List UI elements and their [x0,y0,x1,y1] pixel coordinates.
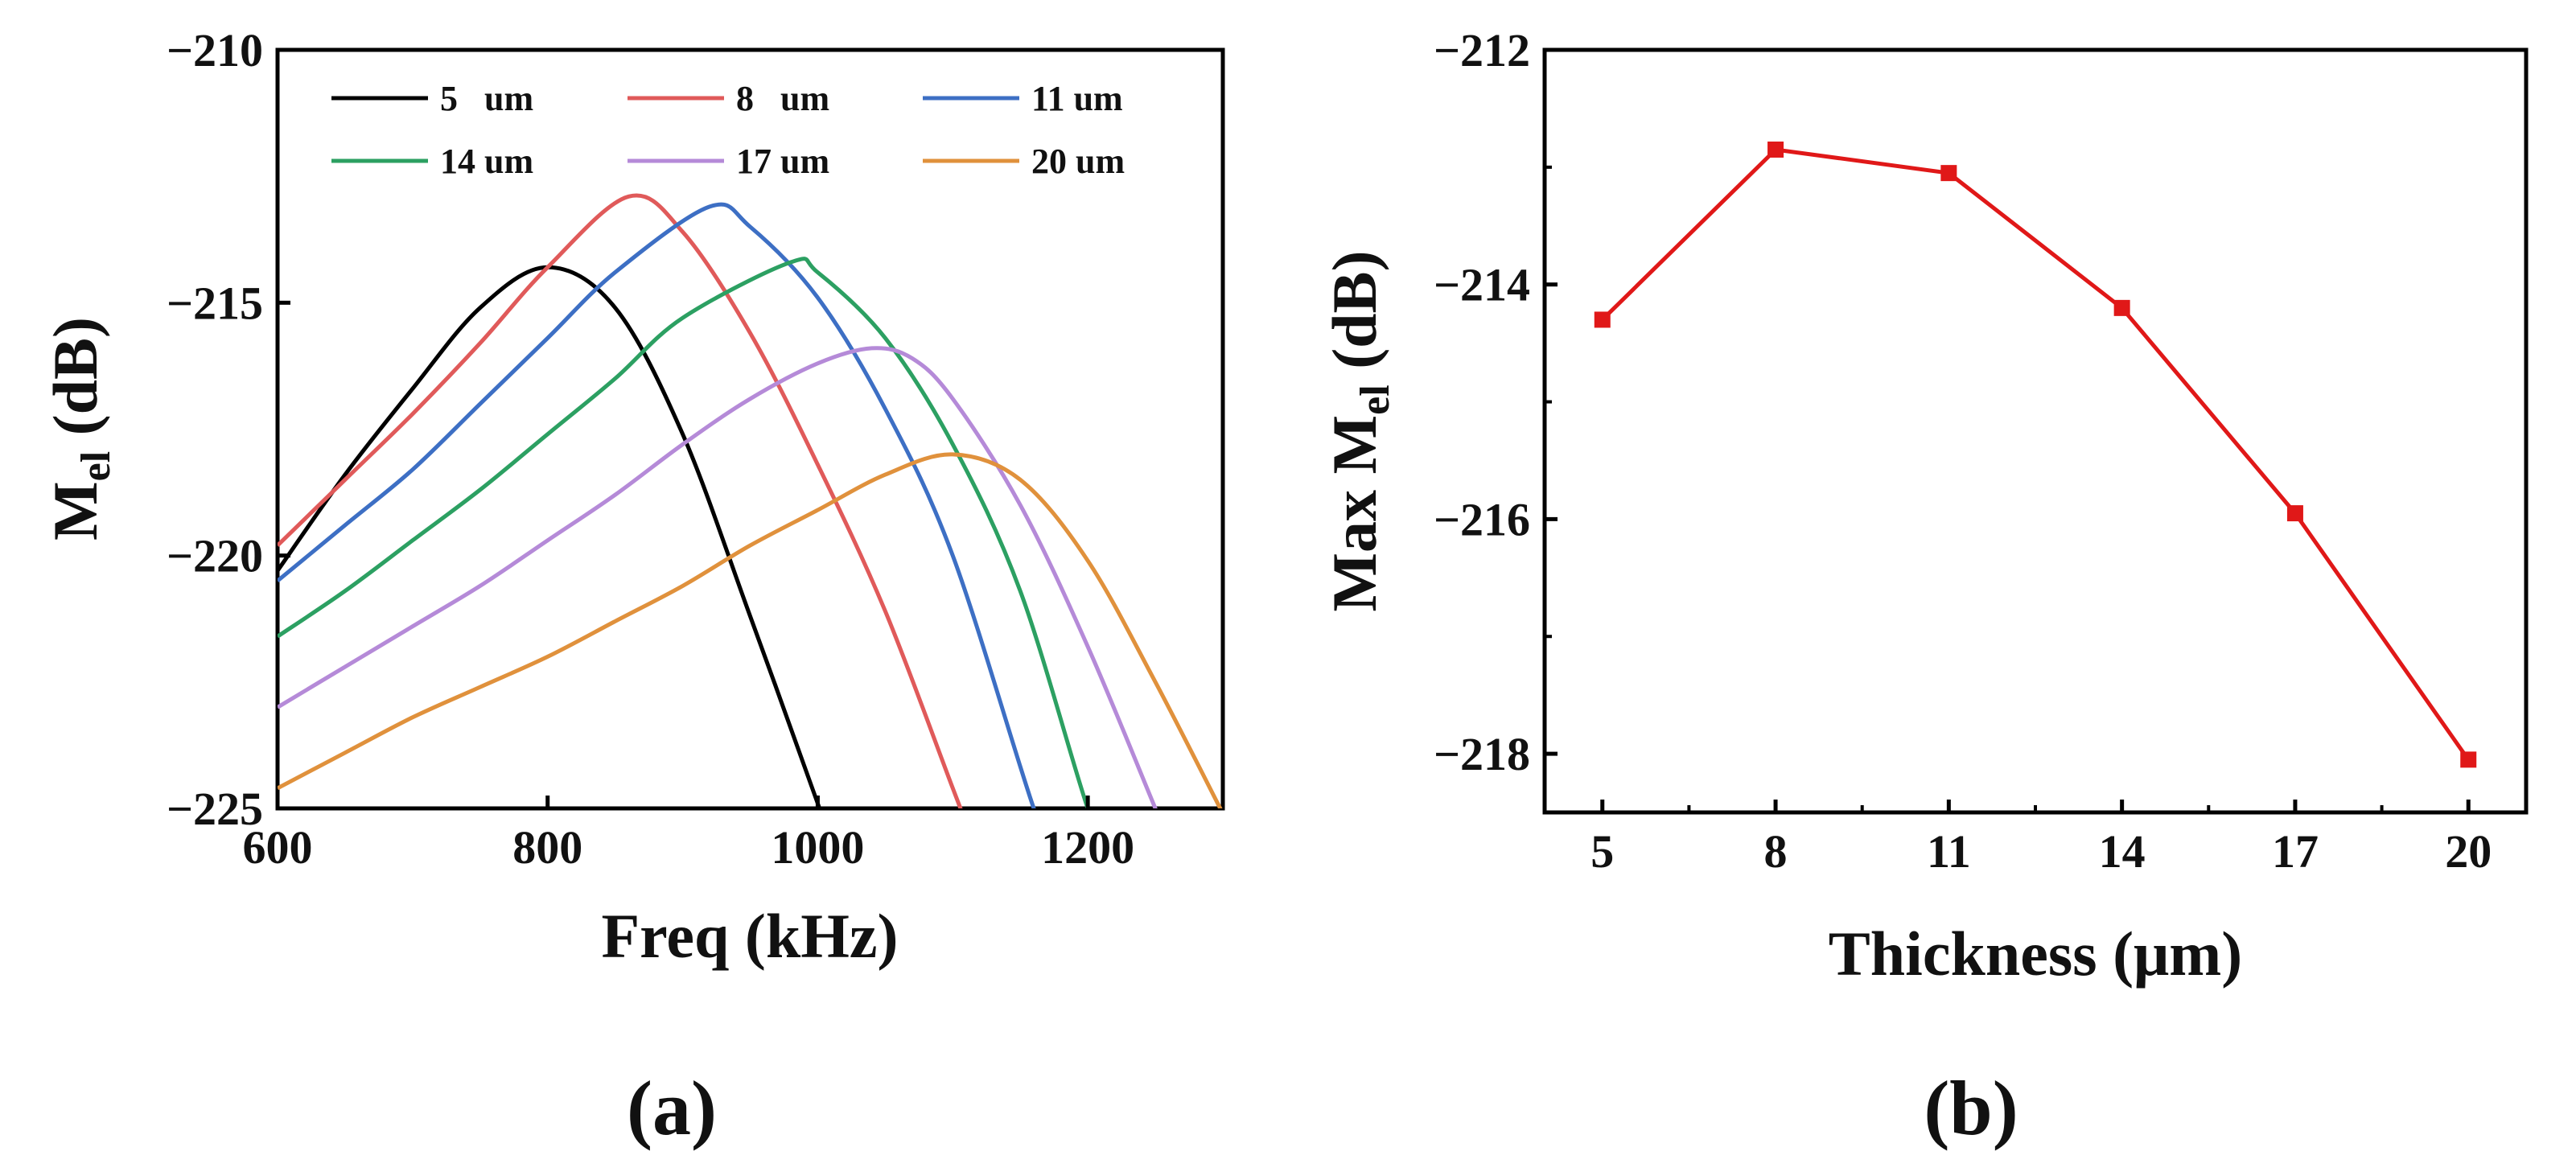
chart-a-y-tick-label-2: −215 [167,277,263,329]
chart-a-y-tick-label-0: −225 [167,783,263,835]
chart-a-legend-entry-0: 5 um [440,79,533,118]
chart-b-y-tick-label-3: −212 [1434,24,1530,76]
chart-a-series-line-0 [278,265,822,808]
chart-a-x-tick-label-3: 1200 [1041,821,1134,874]
chart-a-legend: 5 um 8 um 11 um 14 um 17 um 20 um [331,79,1125,181]
chart-b-x-tick-label-2: 11 [1927,825,1971,878]
chart-a-y-tick-label-3: −210 [167,24,263,76]
chart-b-y-axis-label: Max Mel (dB) [1319,250,1398,611]
chart-b-series-layer [1594,141,2477,768]
chart-a-legend-entry-1: 8 um [736,79,829,118]
chart-a-series-line-5 [278,452,1223,808]
chart-b-point-2 [1940,165,1957,182]
chart-b-x-axis-label: Thickness (μm) [1829,919,2242,989]
chart-b-x-tick-label-4: 17 [2272,825,2319,878]
chart-a-series-line-4 [278,346,1158,808]
chart-b-y-tick-label-0: −218 [1434,728,1530,780]
chart-b-panel-label: (b) [1924,1065,2018,1151]
chart-b-y-tick-label-2: −214 [1434,259,1530,311]
chart-b-y-tick-label-1: −216 [1434,493,1530,545]
chart-a-series-line-1 [278,193,963,808]
chart-a-x-tick-label-0: 600 [243,821,313,874]
chart-a-y-axis-label: Mel (dB) [40,317,119,541]
chart-b-x-tick-label-5: 20 [2445,825,2492,878]
chart-a-ticks: 600 800 1000 1200 −225 −220 −215 −210 [167,24,1134,874]
chart-b: 5 8 11 14 17 20 −218 −216 −214 −212 Thickness (μm… [1319,24,2529,1151]
chart-a-x-tick-label-2: 1000 [771,821,864,874]
chart-a-series-line-3 [278,257,1090,808]
chart-b-point-4 [2286,505,2303,522]
chart-b-point-3 [2113,299,2130,316]
chart-a-legend-entry-5: 20 um [1031,142,1125,181]
chart-a: 600 800 1000 1200 −225 −220 −215 −210 5 um 8 um 1… [40,24,1225,1151]
chart-b-point-0 [1594,311,1611,328]
chart-a-legend-entry-2: 11 um [1031,79,1123,118]
chart-a-legend-entry-4: 17 um [736,142,829,181]
chart-a-x-axis-label: Freq (kHz) [602,901,899,971]
chart-b-ticks: 5 8 11 14 17 20 −218 −216 −214 −212 [1434,24,2492,878]
chart-a-series-layer [278,193,1223,808]
chart-b-x-tick-label-1: 8 [1764,825,1788,878]
chart-a-x-tick-label-1: 800 [512,821,582,874]
chart-a-panel-label: (a) [627,1065,717,1151]
chart-b-x-tick-label-0: 5 [1590,825,1614,878]
chart-a-frame [275,47,1225,811]
chart-b-point-1 [1767,141,1784,158]
chart-a-series-line-2 [278,202,1036,808]
chart-a-y-tick-label-1: −220 [167,530,263,582]
chart-b-x-tick-label-3: 14 [2099,825,2146,878]
chart-a-legend-entry-3: 14 um [440,142,533,181]
chart-b-series-line-0 [1601,147,2471,761]
chart-b-frame [1542,47,2529,815]
chart-b-point-5 [2460,751,2477,768]
